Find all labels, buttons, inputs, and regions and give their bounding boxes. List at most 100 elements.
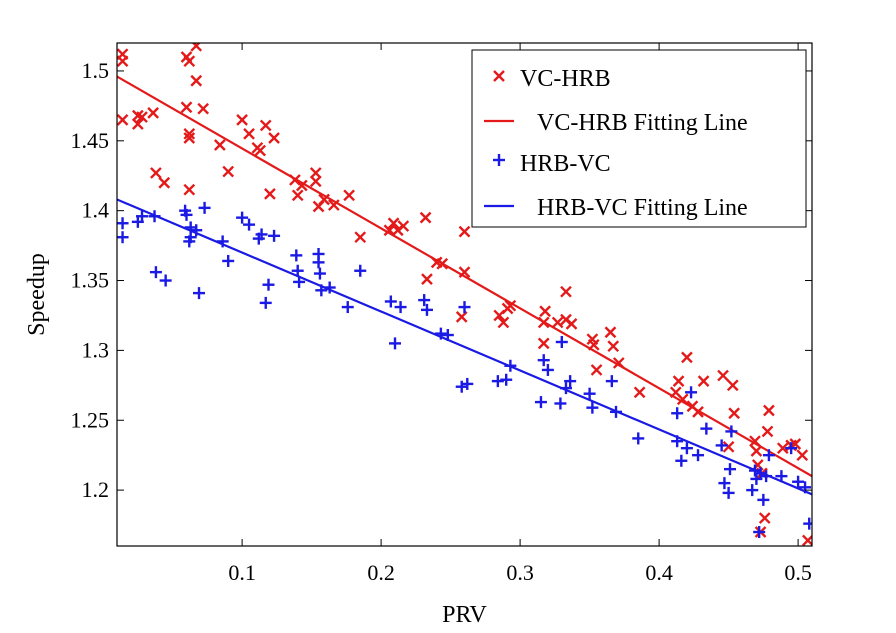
data-point-plus xyxy=(180,208,193,221)
data-point-plus xyxy=(718,477,731,490)
data-point-x xyxy=(397,220,410,232)
data-point-plus xyxy=(117,231,129,244)
data-point-x xyxy=(309,175,322,188)
data-point-plus xyxy=(341,301,354,314)
data-point-plus xyxy=(255,228,268,241)
marker-stroke xyxy=(504,299,517,312)
legend-marker-x xyxy=(493,70,505,82)
x-tick-labels: 0.1 0.2 0.3 0.4 0.5 xyxy=(228,560,811,585)
marker-stroke xyxy=(327,199,340,211)
data-point-x xyxy=(633,386,646,399)
data-point-plus xyxy=(555,336,568,349)
y-tick-label: 1.35 xyxy=(71,268,110,293)
x-axis-label: PRV xyxy=(442,602,487,628)
data-point-x xyxy=(590,364,603,376)
marker-stroke xyxy=(291,189,304,202)
marker-stroke xyxy=(560,285,572,298)
data-point-plus xyxy=(586,401,599,414)
data-point-x xyxy=(497,316,510,329)
legend-entry: HRB-VC Fitting Line xyxy=(484,195,748,221)
legend-entry: VC-HRB xyxy=(493,66,611,92)
marker-stroke xyxy=(354,231,367,244)
data-point-plus xyxy=(313,267,326,280)
data-point-x xyxy=(190,43,203,52)
axes-frame xyxy=(116,42,813,547)
data-point-x xyxy=(236,113,248,126)
data-point-x xyxy=(763,404,775,417)
data-point-plus xyxy=(193,287,206,300)
data-point-plus xyxy=(715,439,728,452)
data-point-x xyxy=(259,119,272,132)
data-point-plus xyxy=(725,425,738,438)
data-point-plus xyxy=(455,380,468,393)
marker-stroke xyxy=(776,442,789,455)
plot-area xyxy=(117,43,812,546)
data-point-plus xyxy=(117,217,129,230)
data-point-x xyxy=(243,127,255,140)
marker-stroke xyxy=(190,74,203,87)
marker-stroke xyxy=(309,167,322,179)
data-point-plus xyxy=(792,475,805,488)
data-point-plus xyxy=(291,264,304,277)
data-point-x xyxy=(327,199,340,211)
marker-stroke xyxy=(537,337,550,350)
data-point-x xyxy=(717,369,729,382)
marker-stroke xyxy=(458,225,471,238)
data-point-x xyxy=(458,225,471,238)
marker-stroke xyxy=(190,43,201,52)
marker-stroke xyxy=(676,393,689,406)
marker-stroke xyxy=(421,273,433,285)
marker-stroke xyxy=(183,132,196,144)
data-point-x xyxy=(750,445,763,457)
marker-stroke xyxy=(497,316,510,329)
data-point-x xyxy=(147,107,159,119)
marker-stroke xyxy=(612,357,625,369)
data-point-plus xyxy=(723,463,736,476)
data-point-plus xyxy=(685,386,698,399)
data-point-x xyxy=(681,351,693,364)
data-point-plus xyxy=(757,493,770,506)
data-point-x xyxy=(343,189,355,202)
y-tick-label: 1.45 xyxy=(71,128,110,153)
marker-stroke xyxy=(590,364,603,376)
marker-stroke xyxy=(183,55,196,68)
marker-stroke xyxy=(197,102,210,115)
data-point-plus xyxy=(384,295,397,308)
y-tick-label: 1.3 xyxy=(82,337,110,362)
data-point-x xyxy=(672,375,685,387)
data-point-x xyxy=(158,176,171,189)
data-point-plus xyxy=(564,375,577,388)
marker-stroke xyxy=(136,111,148,123)
data-point-x xyxy=(419,211,432,224)
marker-stroke xyxy=(717,369,729,382)
data-point-plus xyxy=(222,254,235,267)
data-point-x xyxy=(796,449,809,462)
marker-stroke xyxy=(801,534,812,546)
data-point-plus xyxy=(753,526,766,539)
marker-stroke xyxy=(586,333,599,346)
data-point-plus xyxy=(583,387,596,400)
marker-stroke xyxy=(259,119,272,132)
data-point-plus xyxy=(605,375,618,388)
legend-entry: VC-HRB Fitting Line xyxy=(484,110,748,136)
data-point-x xyxy=(504,299,517,312)
data-point-x xyxy=(180,101,193,114)
series-vc-hrb-fitting-line xyxy=(117,75,812,478)
data-point-plus xyxy=(675,454,688,467)
data-point-x xyxy=(551,316,564,329)
data-point-x xyxy=(117,113,129,126)
data-point-x xyxy=(761,425,774,438)
data-point-x xyxy=(722,440,735,453)
data-point-x xyxy=(264,188,276,200)
data-point-plus xyxy=(159,274,172,287)
data-point-plus xyxy=(680,442,693,455)
data-point-x xyxy=(214,139,226,151)
marker-stroke xyxy=(763,404,775,417)
data-point-x xyxy=(776,442,789,455)
marker-stroke xyxy=(761,425,774,438)
marker-stroke xyxy=(158,176,171,189)
marker-stroke xyxy=(214,139,226,151)
x-tick-label: 0.4 xyxy=(645,560,673,585)
data-point-plus xyxy=(312,256,325,269)
